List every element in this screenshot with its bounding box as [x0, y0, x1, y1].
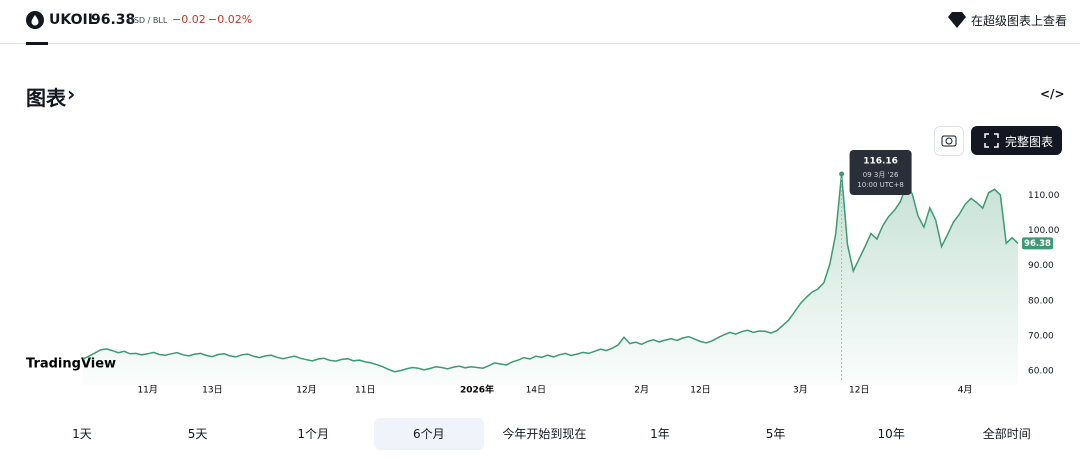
- y-tick-label: 110.00: [1028, 191, 1060, 201]
- range-button[interactable]: 全部时间: [982, 427, 1031, 441]
- full-chart-button[interactable]: 完整图表: [971, 126, 1062, 155]
- tooltip-date: 09 3月 '26: [863, 171, 899, 179]
- x-tick-label: 12日: [849, 385, 869, 396]
- x-tick-label: 12月: [296, 385, 316, 396]
- oil-icon: [26, 11, 44, 29]
- tab-indicator: [26, 42, 48, 45]
- tooltip-time: 10:00 UTC+8: [857, 181, 904, 189]
- range-button[interactable]: 今年开始到现在: [502, 427, 587, 441]
- tooltip: [849, 150, 912, 195]
- y-tick-label: 100.00: [1028, 226, 1060, 236]
- x-tick-label: 11月: [137, 385, 157, 396]
- divider: [0, 43, 1080, 44]
- price: 96.38: [91, 12, 136, 28]
- peak-point: [839, 171, 845, 177]
- x-tick-label: 12日: [690, 385, 710, 396]
- supercharts-icon: [948, 12, 966, 28]
- x-tick-label: 14日: [526, 385, 546, 396]
- expand-icon: [984, 133, 999, 148]
- change: −0.02: [172, 13, 206, 26]
- range-button[interactable]: 1个月: [297, 427, 329, 441]
- chevron: ›: [67, 82, 76, 106]
- snapshot-button[interactable]: [934, 126, 964, 156]
- area: [83, 174, 1018, 385]
- unit: USD / BLL: [128, 16, 168, 25]
- open-supercharts[interactable]: 在超级图表上查看: [971, 14, 1068, 28]
- y-tick-label: 60.00: [1028, 366, 1054, 376]
- y-tick-label: 90.00: [1028, 261, 1054, 271]
- camera-icon: [941, 135, 957, 147]
- section-title[interactable]: 图表: [26, 86, 66, 110]
- x-tick-label: 3月: [793, 385, 808, 396]
- x-tick-label: 4月: [958, 385, 973, 396]
- y-tick-label: 80.00: [1028, 296, 1054, 306]
- y-tick-label: 70.00: [1028, 331, 1054, 341]
- last-price-badge: [1022, 237, 1053, 250]
- range-button[interactable]: 5年: [765, 427, 786, 441]
- range-button[interactable]: 1天: [72, 427, 92, 441]
- x-tick-label: 11日: [355, 385, 375, 396]
- x-tick-label: 2月: [634, 385, 649, 396]
- range-button[interactable]: 10年: [877, 427, 905, 441]
- full-chart-label: 完整图表: [1005, 135, 1054, 149]
- change-pct: −0.02%: [208, 13, 253, 26]
- symbol: UKOIL: [49, 12, 97, 28]
- tooltip-value: 116.16: [863, 157, 898, 167]
- range-button[interactable]: 6个月: [373, 418, 484, 450]
- chart: TradingView 60.0070.0080.0090.00100.0011…: [26, 150, 1060, 396]
- x-tick-label: 13日: [202, 385, 222, 396]
- range-button[interactable]: 1年: [650, 427, 670, 441]
- price-line: [82, 173, 1019, 373]
- embed-button[interactable]: </>: [1040, 87, 1065, 101]
- range-button[interactable]: 5天: [187, 427, 208, 441]
- last-price-label: 96.38: [1024, 239, 1051, 249]
- x-tick-label: 2026年: [460, 384, 494, 396]
